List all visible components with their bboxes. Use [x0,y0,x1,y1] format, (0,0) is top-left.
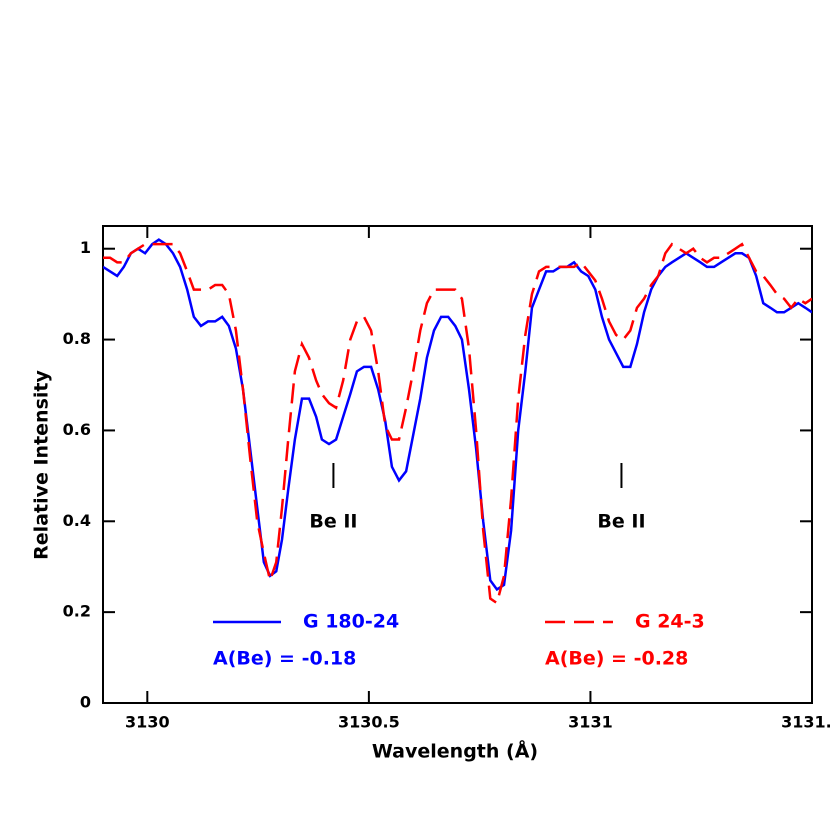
x-tick-label: 3131.5 [781,713,830,732]
x-tick-label: 3130.5 [338,713,400,732]
legend-abundance: A(Be) = -0.28 [545,648,688,670]
y-axis-label: Relative Intensity [31,370,53,560]
x-axis-label: Wavelength (Å) [372,739,538,763]
plot-frame [102,225,813,704]
y-tick-label: 1 [80,238,91,257]
y-tick-label: 0 [80,693,91,712]
x-tick-label: 3130 [125,713,170,732]
annotation-label: Be II [309,511,357,533]
legend-label: G 24-3 [635,611,705,633]
y-tick-label: 0.4 [63,511,91,530]
y-tick-label: 0.6 [63,420,91,439]
legend-label: G 180-24 [303,611,399,633]
spectrum-line [103,238,812,592]
annotation-label: Be II [597,511,645,533]
y-tick-label: 0.2 [63,602,91,621]
spectrum-line [103,242,812,606]
y-tick-label: 0.8 [63,329,91,348]
legend-abundance: A(Be) = -0.18 [213,648,356,670]
x-tick-label: 3131 [568,713,613,732]
